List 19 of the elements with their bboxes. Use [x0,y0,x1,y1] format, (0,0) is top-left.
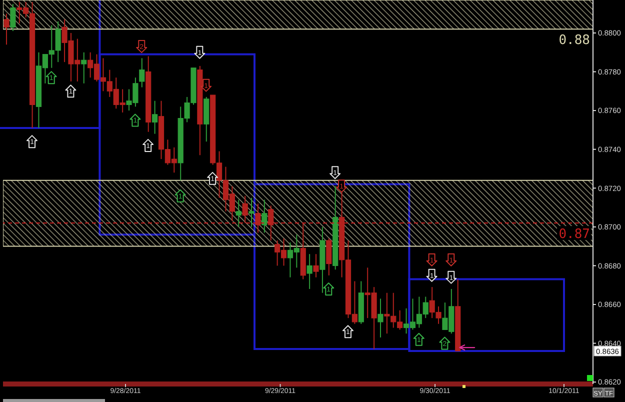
candlestick [306,254,312,290]
point [342,325,354,338]
candlestick [242,195,248,224]
ref-line-label: 0.87 [558,227,590,242]
candlestick [326,238,332,276]
candlestick [378,298,384,338]
candlestick [313,254,319,278]
candlestick [81,52,87,84]
candlestick [152,100,158,134]
point [413,332,424,346]
candlestick [255,203,261,234]
candlestick [139,58,145,88]
candlestick [262,199,268,234]
candlestick [248,197,254,228]
band-label: 0.88 [558,33,590,48]
candlestick [4,13,10,46]
candlestick [268,205,274,241]
candlestick [236,199,242,228]
candlestick [10,3,16,32]
